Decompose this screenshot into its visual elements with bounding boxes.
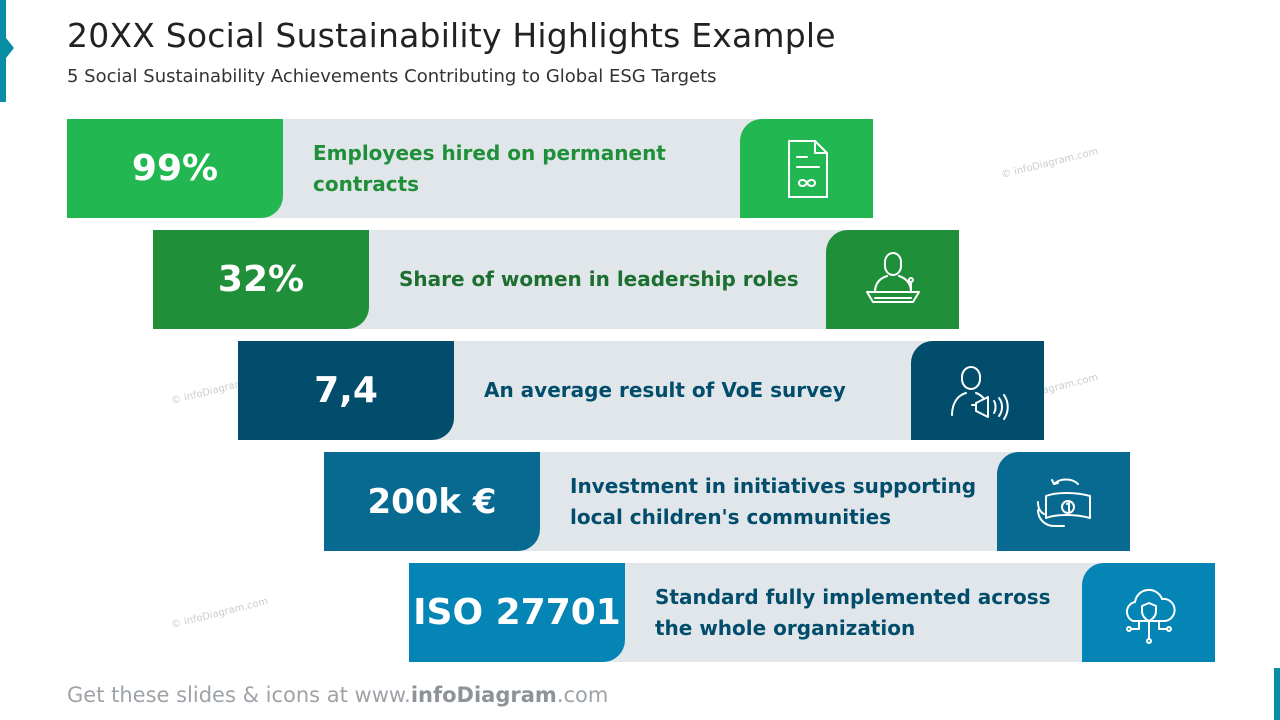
cloud-security-icon	[1125, 588, 1176, 644]
icon-box-1	[740, 119, 873, 218]
highlight-value-2: 32%	[153, 230, 369, 329]
highlight-value-3: 7,4	[238, 341, 454, 440]
slide-title: 20XX Social Sustainability Highlights Ex…	[67, 16, 836, 55]
icon-box-4	[997, 452, 1130, 551]
highlight-description-5: Standard fully implemented across the wh…	[655, 584, 1051, 640]
highlight-row-3: 7,4 An average result of VoE survey	[238, 341, 1044, 440]
highlight-value-4: 200k €	[324, 452, 540, 551]
highlight-value-1: 99%	[67, 119, 283, 218]
watermark-1: © infoDiagram.com	[1000, 146, 1100, 181]
icon-box-2	[826, 230, 959, 329]
highlight-description-4: Investment in initiatives supporting loc…	[570, 473, 977, 529]
highlight-description-3: An average result of VoE survey	[484, 378, 846, 402]
right-accent-bar	[1274, 668, 1280, 720]
watermark-4: © infoDiagram.com	[170, 596, 270, 631]
speaker-podium-icon	[865, 251, 920, 303]
icon-box-5	[1082, 563, 1215, 662]
highlight-row-2: 32% Share of women in leadership roles	[153, 230, 959, 329]
highlight-description-1: Employees hired on permanent contracts	[313, 140, 666, 196]
slide-subtitle: 5 Social Sustainability Achievements Con…	[67, 66, 717, 87]
highlight-row-1: 99% Employees hired on permanent contrac…	[67, 119, 873, 218]
money-transfer-icon	[1036, 478, 1091, 527]
contract-document-icon	[787, 139, 828, 198]
highlight-value-5: ISO 27701	[409, 563, 625, 662]
highlight-row-5: ISO 27701 Standard fully implemented acr…	[409, 563, 1215, 662]
left-accent-bar	[0, 0, 6, 102]
footer-note: Get these slides & icons at www.infoDiag…	[67, 683, 608, 707]
footer-brand: infoDiagram	[410, 683, 557, 707]
icon-box-3	[911, 341, 1044, 440]
footer-prefix: Get these slides & icons at www.	[67, 683, 411, 707]
person-megaphone-icon	[950, 365, 1009, 420]
left-accent-notch	[6, 38, 14, 58]
highlight-description-2: Share of women in leadership roles	[399, 267, 799, 291]
footer-suffix: .com	[556, 683, 609, 707]
highlight-row-4: 200k € Investment in initiatives support…	[324, 452, 1130, 551]
